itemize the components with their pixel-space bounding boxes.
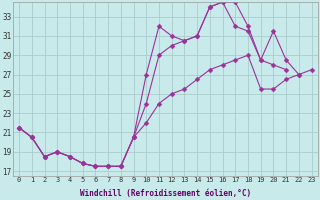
X-axis label: Windchill (Refroidissement éolien,°C): Windchill (Refroidissement éolien,°C) [80,189,251,198]
